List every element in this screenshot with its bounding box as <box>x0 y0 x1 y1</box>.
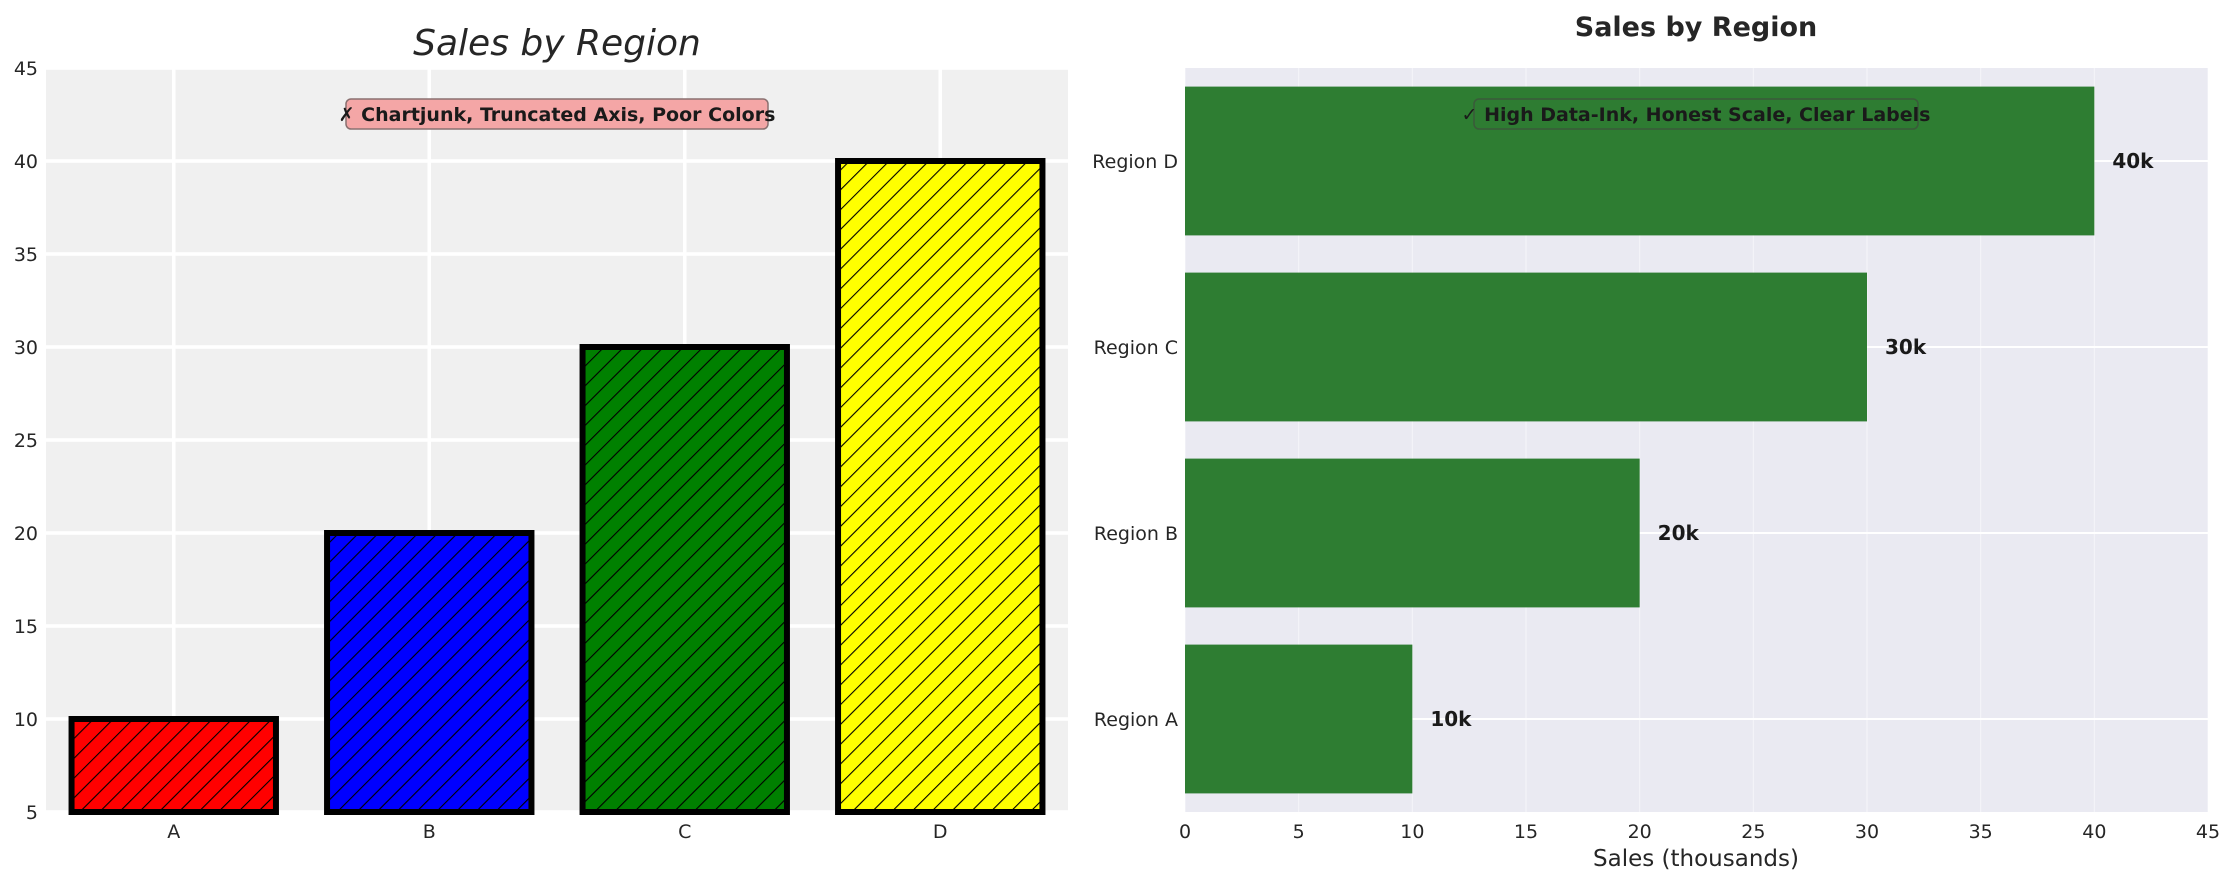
left-x-tick-labels: A B C D <box>167 821 947 843</box>
left-annotation: ✗ Chartjunk, Truncated Axis, Poor Colors <box>339 98 776 130</box>
right-y-tick: Region B <box>1094 523 1178 545</box>
right-x-tick: 45 <box>2196 821 2220 843</box>
right-y-tick: Region A <box>1094 709 1178 731</box>
right-x-tick: 0 <box>1179 821 1191 843</box>
right-data-label: 20k <box>1658 521 1700 545</box>
left-bar-C <box>579 344 790 815</box>
left-bar-hatch <box>327 533 532 812</box>
left-bar-hatch <box>71 719 276 812</box>
right-bar-region-a <box>1185 644 1413 794</box>
left-annotation-box <box>345 98 769 130</box>
right-x-tick: 10 <box>1400 821 1424 843</box>
left-bar-D <box>835 158 1046 815</box>
left-bar-A <box>68 716 279 815</box>
left-y-tick: 20 <box>14 523 38 545</box>
right-data-label: 30k <box>1885 335 1927 359</box>
left-y-tick: 40 <box>14 151 38 173</box>
right-x-tick: 30 <box>1855 821 1879 843</box>
left-bars <box>68 158 1046 815</box>
left-bar-edge <box>579 344 790 815</box>
left-bar-hatch <box>582 347 787 812</box>
right-annotation: ✓ High Data-Ink, Honest Scale, Clear Lab… <box>1462 98 1931 130</box>
left-y-tick: 25 <box>14 430 38 452</box>
right-bar-region-c <box>1185 272 1867 422</box>
left-chart: 5 10 15 20 25 30 35 40 45 A B C D Sales by Region ✗… <box>14 23 1068 843</box>
left-bar-edge <box>68 716 279 815</box>
left-y-tick: 30 <box>14 337 38 359</box>
right-x-tick: 25 <box>1741 821 1765 843</box>
left-y-tick: 5 <box>26 802 38 824</box>
right-chart-title: Sales by Region <box>1575 12 1818 43</box>
right-data-label: 10k <box>1430 707 1472 731</box>
left-x-tick: B <box>423 821 436 843</box>
left-bar-B <box>324 530 535 815</box>
left-chart-title: Sales by Region <box>413 23 701 64</box>
left-y-tick: 15 <box>14 616 38 638</box>
right-annotation-box <box>1473 98 1919 130</box>
right-y-tick: Region C <box>1094 337 1178 359</box>
right-x-axis-label: Sales (thousands) <box>1593 846 1799 872</box>
left-y-tick: 10 <box>14 709 38 731</box>
right-x-tick: 35 <box>1969 821 1993 843</box>
right-x-tick: 15 <box>1514 821 1538 843</box>
left-bar-edge <box>835 158 1046 815</box>
right-y-tick: Region D <box>1092 151 1178 173</box>
right-x-tick-labels: 0 5 10 15 20 25 30 35 40 45 <box>1179 821 2220 843</box>
right-x-tick: 40 <box>2082 821 2106 843</box>
left-bar-hatch <box>838 161 1043 812</box>
left-y-tick-labels: 5 10 15 20 25 30 35 40 45 <box>14 58 38 824</box>
left-x-tick: C <box>678 821 691 843</box>
right-x-tick: 5 <box>1293 821 1305 843</box>
right-bars <box>1185 86 2095 794</box>
left-annotation-text: ✗ Chartjunk, Truncated Axis, Poor Colors <box>339 104 776 126</box>
right-annotation-text: ✓ High Data-Ink, Honest Scale, Clear Lab… <box>1462 104 1931 126</box>
right-data-labels: 10k 20k 30k 40k <box>1430 149 2154 731</box>
right-data-label: 40k <box>2112 149 2154 173</box>
right-bar-region-b <box>1185 458 1640 608</box>
left-x-tick: D <box>933 821 948 843</box>
left-bar-edge <box>324 530 535 815</box>
right-y-tick-labels: Region A Region B Region C Region D <box>1092 151 1178 731</box>
left-x-tick: A <box>167 821 180 843</box>
left-y-tick: 35 <box>14 244 38 266</box>
right-x-tick: 20 <box>1628 821 1652 843</box>
left-y-tick: 45 <box>14 58 38 80</box>
